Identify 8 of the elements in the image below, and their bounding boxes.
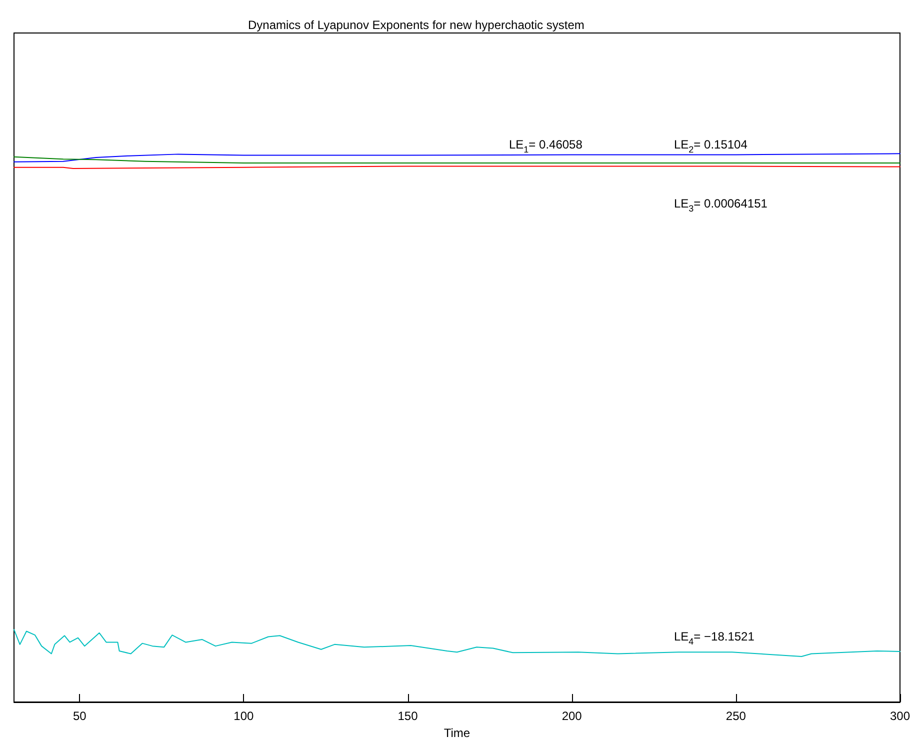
x-tick-label: 50 [72, 709, 87, 723]
x-tick-label: 150 [398, 709, 418, 723]
x-tick-label: 200 [562, 709, 582, 723]
x-tick-label: 250 [726, 709, 746, 723]
x-tick-label: 300 [890, 709, 910, 723]
x-axis-title: Time [444, 726, 470, 740]
chart-title: Dynamics of Lyapunov Exponents for new hyperchaotic system [248, 18, 584, 32]
x-tick-label: 100 [234, 709, 254, 723]
